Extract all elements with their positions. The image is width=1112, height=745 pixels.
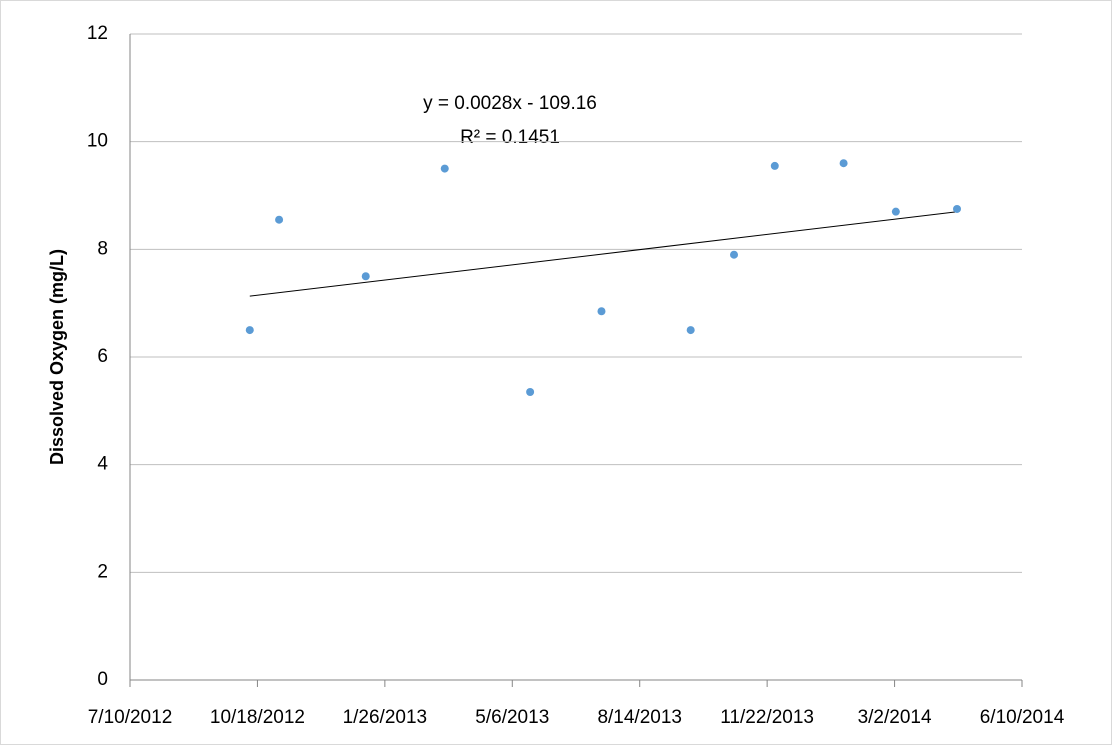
y-axis-label: Dissolved Oxygen (mg/L) bbox=[47, 249, 67, 465]
y-tick-label: 10 bbox=[87, 131, 108, 152]
x-tick-label: 10/18/2012 bbox=[210, 707, 305, 728]
y-tick-label: 6 bbox=[97, 346, 108, 367]
r-squared-label: R² = 0.1451 bbox=[460, 127, 560, 148]
x-tick-label: 7/10/2012 bbox=[88, 707, 173, 728]
y-tick-label: 0 bbox=[97, 669, 108, 690]
data-point bbox=[839, 159, 848, 168]
data-point bbox=[526, 387, 535, 396]
x-tick-label: 1/26/2013 bbox=[343, 707, 428, 728]
equation-label: y = 0.0028x - 109.16 bbox=[423, 93, 597, 114]
data-point bbox=[730, 250, 739, 259]
data-point bbox=[361, 272, 370, 281]
x-tick-label: 8/14/2013 bbox=[597, 707, 682, 728]
data-point bbox=[891, 207, 900, 216]
data-point bbox=[686, 326, 695, 335]
data-point bbox=[597, 307, 606, 316]
y-tick-label: 4 bbox=[97, 454, 108, 475]
data-point bbox=[275, 215, 284, 224]
x-tick-label: 11/22/2013 bbox=[720, 707, 814, 728]
trendline bbox=[249, 211, 958, 297]
x-tick-label: 3/2/2014 bbox=[858, 707, 932, 728]
y-tick-label: 2 bbox=[97, 561, 108, 582]
data-point bbox=[953, 204, 962, 213]
data-point bbox=[440, 164, 449, 173]
x-tick-label: 6/10/2014 bbox=[980, 707, 1065, 728]
data-point bbox=[245, 326, 254, 335]
data-point bbox=[770, 161, 779, 170]
y-tick-label: 8 bbox=[97, 238, 108, 259]
x-tick-label: 5/6/2013 bbox=[475, 707, 549, 728]
y-tick-label: 12 bbox=[87, 23, 108, 44]
